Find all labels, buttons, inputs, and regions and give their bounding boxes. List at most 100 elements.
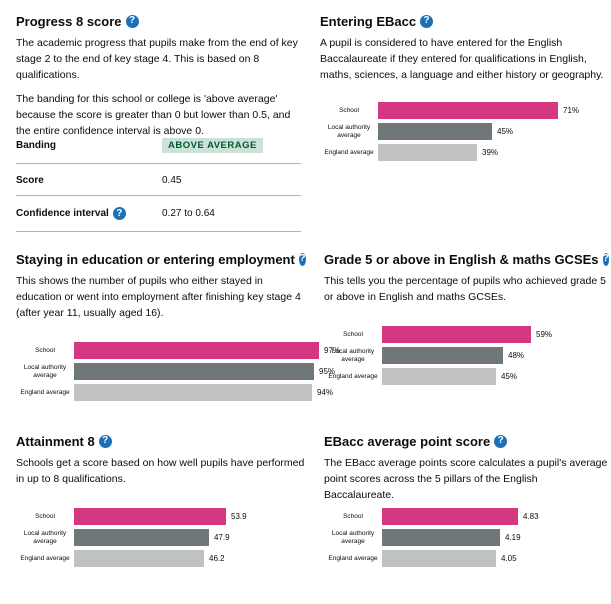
chart-value-label: 45% — [497, 127, 514, 136]
ebacc-entry-panel: Entering EBacc ? A pupil is considered t… — [320, 13, 605, 83]
chart-row: School 4.83 — [324, 508, 539, 525]
ebacc-entry-title-row: Entering EBacc ? — [320, 13, 605, 29]
chart-row: Local authority average 45% — [320, 123, 513, 140]
help-icon[interactable]: ? — [602, 252, 609, 266]
attainment8-panel: Attainment 8 ? Schools get a score based… — [16, 433, 306, 487]
chart-bar — [74, 529, 209, 546]
help-icon[interactable]: ? — [125, 14, 139, 28]
chart-row: School 71% — [320, 102, 579, 119]
chart-bar — [74, 384, 312, 401]
chart-value-label: 95% — [319, 367, 336, 376]
staying-intro: This shows the number of pupils who eith… — [16, 275, 301, 319]
ebacc-aps-title: EBacc average point score — [324, 433, 491, 449]
chart-value-label: 59% — [536, 330, 553, 339]
chart-row: England average 4.05 — [324, 550, 517, 567]
chart-value-label: 39% — [482, 148, 499, 157]
progress8-intro: The academic progress that pupils make f… — [16, 37, 298, 81]
banding-badge: ABOVE AVERAGE — [162, 138, 263, 153]
chart-value-label: 45% — [501, 372, 518, 381]
grade5-panel: Grade 5 or above in English & maths GCSE… — [324, 251, 609, 305]
chart-category-label: Local authority average — [23, 529, 67, 545]
chart-bar — [74, 550, 204, 567]
banding-label: Banding — [16, 140, 56, 151]
chart-row: Local authority average 48% — [324, 347, 524, 364]
chart-value-label: 71% — [563, 106, 580, 115]
chart-row: England average 45% — [324, 368, 517, 385]
ebacc-aps-title-row: EBacc average point score ? — [324, 433, 609, 449]
score-value: 0.45 — [162, 174, 182, 186]
progress8-title-row: Progress 8 score ? — [16, 13, 306, 29]
staying-title-row: Staying in education or entering employm… — [16, 251, 306, 267]
help-icon[interactable]: ? — [298, 252, 306, 266]
chart-row: Local authority average 95% — [16, 363, 335, 380]
chart-category-label: School — [343, 330, 363, 338]
chart-bar — [378, 144, 477, 161]
ebacc-entry-title: Entering EBacc — [320, 13, 417, 29]
chart-row: England average 94% — [16, 384, 333, 401]
chart-row: School 53.9 — [16, 508, 247, 525]
grade5-title: Grade 5 or above in English & maths GCSE… — [324, 251, 599, 267]
chart-bar — [382, 368, 496, 385]
chart-value-label: 53.9 — [231, 512, 247, 521]
help-icon[interactable]: ? — [494, 434, 508, 448]
confidence-value: 0.27 to 0.64 — [162, 208, 215, 219]
chart-category-label: Local authority average — [327, 123, 371, 139]
chart-value-label: 4.19 — [505, 533, 521, 542]
chart-row: School 59% — [324, 326, 552, 343]
chart-bar — [382, 347, 503, 364]
chart-bar — [382, 529, 500, 546]
chart-category-label: Local authority average — [331, 347, 375, 363]
confidence-label: Confidence interval — [16, 208, 109, 219]
chart-category-label: School — [343, 512, 363, 520]
chart-category-label: England average — [324, 148, 374, 156]
help-icon[interactable]: ? — [98, 434, 112, 448]
attainment8-intro: Schools get a score based on how well pu… — [16, 457, 305, 485]
chart-value-label: 94% — [317, 388, 334, 397]
chart-value-label: 48% — [508, 351, 525, 360]
chart-row: School 97% — [16, 342, 340, 359]
chart-row: Local authority average 4.19 — [324, 529, 521, 546]
chart-category-label: England average — [328, 554, 378, 562]
chart-bar — [378, 102, 558, 119]
chart-category-label: Local authority average — [331, 529, 375, 545]
chart-bar — [382, 550, 496, 567]
chart-value-label: 46.2 — [209, 554, 225, 563]
attainment8-title-row: Attainment 8 ? — [16, 433, 306, 449]
chart-category-label: School — [35, 512, 55, 520]
chart-bar — [74, 363, 314, 380]
chart-category-label: England average — [20, 554, 70, 562]
ebacc-aps-panel: EBacc average point score ? The EBacc av… — [324, 433, 609, 503]
chart-value-label: 4.05 — [501, 554, 517, 563]
ebacc-entry-intro: A pupil is considered to have entered fo… — [320, 37, 604, 81]
score-row: Score 0.45 — [16, 163, 301, 196]
staying-title: Staying in education or entering employm… — [16, 251, 295, 267]
chart-category-label: England average — [328, 372, 378, 380]
grade5-intro: This tells you the percentage of pupils … — [324, 275, 606, 303]
chart-bar — [74, 508, 226, 525]
progress8-banding-text: The banding for this school or college i… — [16, 93, 291, 137]
chart-category-label: School — [339, 106, 359, 114]
staying-panel: Staying in education or entering employm… — [16, 251, 306, 321]
chart-category-label: Local authority average — [23, 363, 67, 379]
chart-category-label: England average — [20, 388, 70, 396]
score-label: Score — [16, 174, 44, 186]
chart-row: Local authority average 47.9 — [16, 529, 230, 546]
chart-bar — [382, 326, 531, 343]
chart-value-label: 47.9 — [214, 533, 230, 542]
chart-value-label: 97% — [324, 346, 341, 355]
chart-bar — [74, 342, 319, 359]
attainment8-title: Attainment 8 — [16, 433, 95, 449]
chart-bar — [378, 123, 492, 140]
chart-bar — [382, 508, 518, 525]
chart-value-label: 4.83 — [523, 512, 539, 521]
grade5-title-row: Grade 5 or above in English & maths GCSE… — [324, 251, 609, 267]
confidence-row: Confidence interval? 0.27 to 0.64 — [16, 195, 301, 232]
progress8-title: Progress 8 score — [16, 13, 122, 29]
banding-row: Banding ABOVE AVERAGE — [16, 128, 301, 163]
chart-category-label: School — [35, 346, 55, 354]
ebacc-aps-intro: The EBacc average points score calculate… — [324, 457, 608, 501]
help-icon[interactable]: ? — [420, 14, 434, 28]
help-icon[interactable]: ? — [112, 207, 126, 220]
chart-row: England average 39% — [320, 144, 498, 161]
chart-row: England average 46.2 — [16, 550, 225, 567]
